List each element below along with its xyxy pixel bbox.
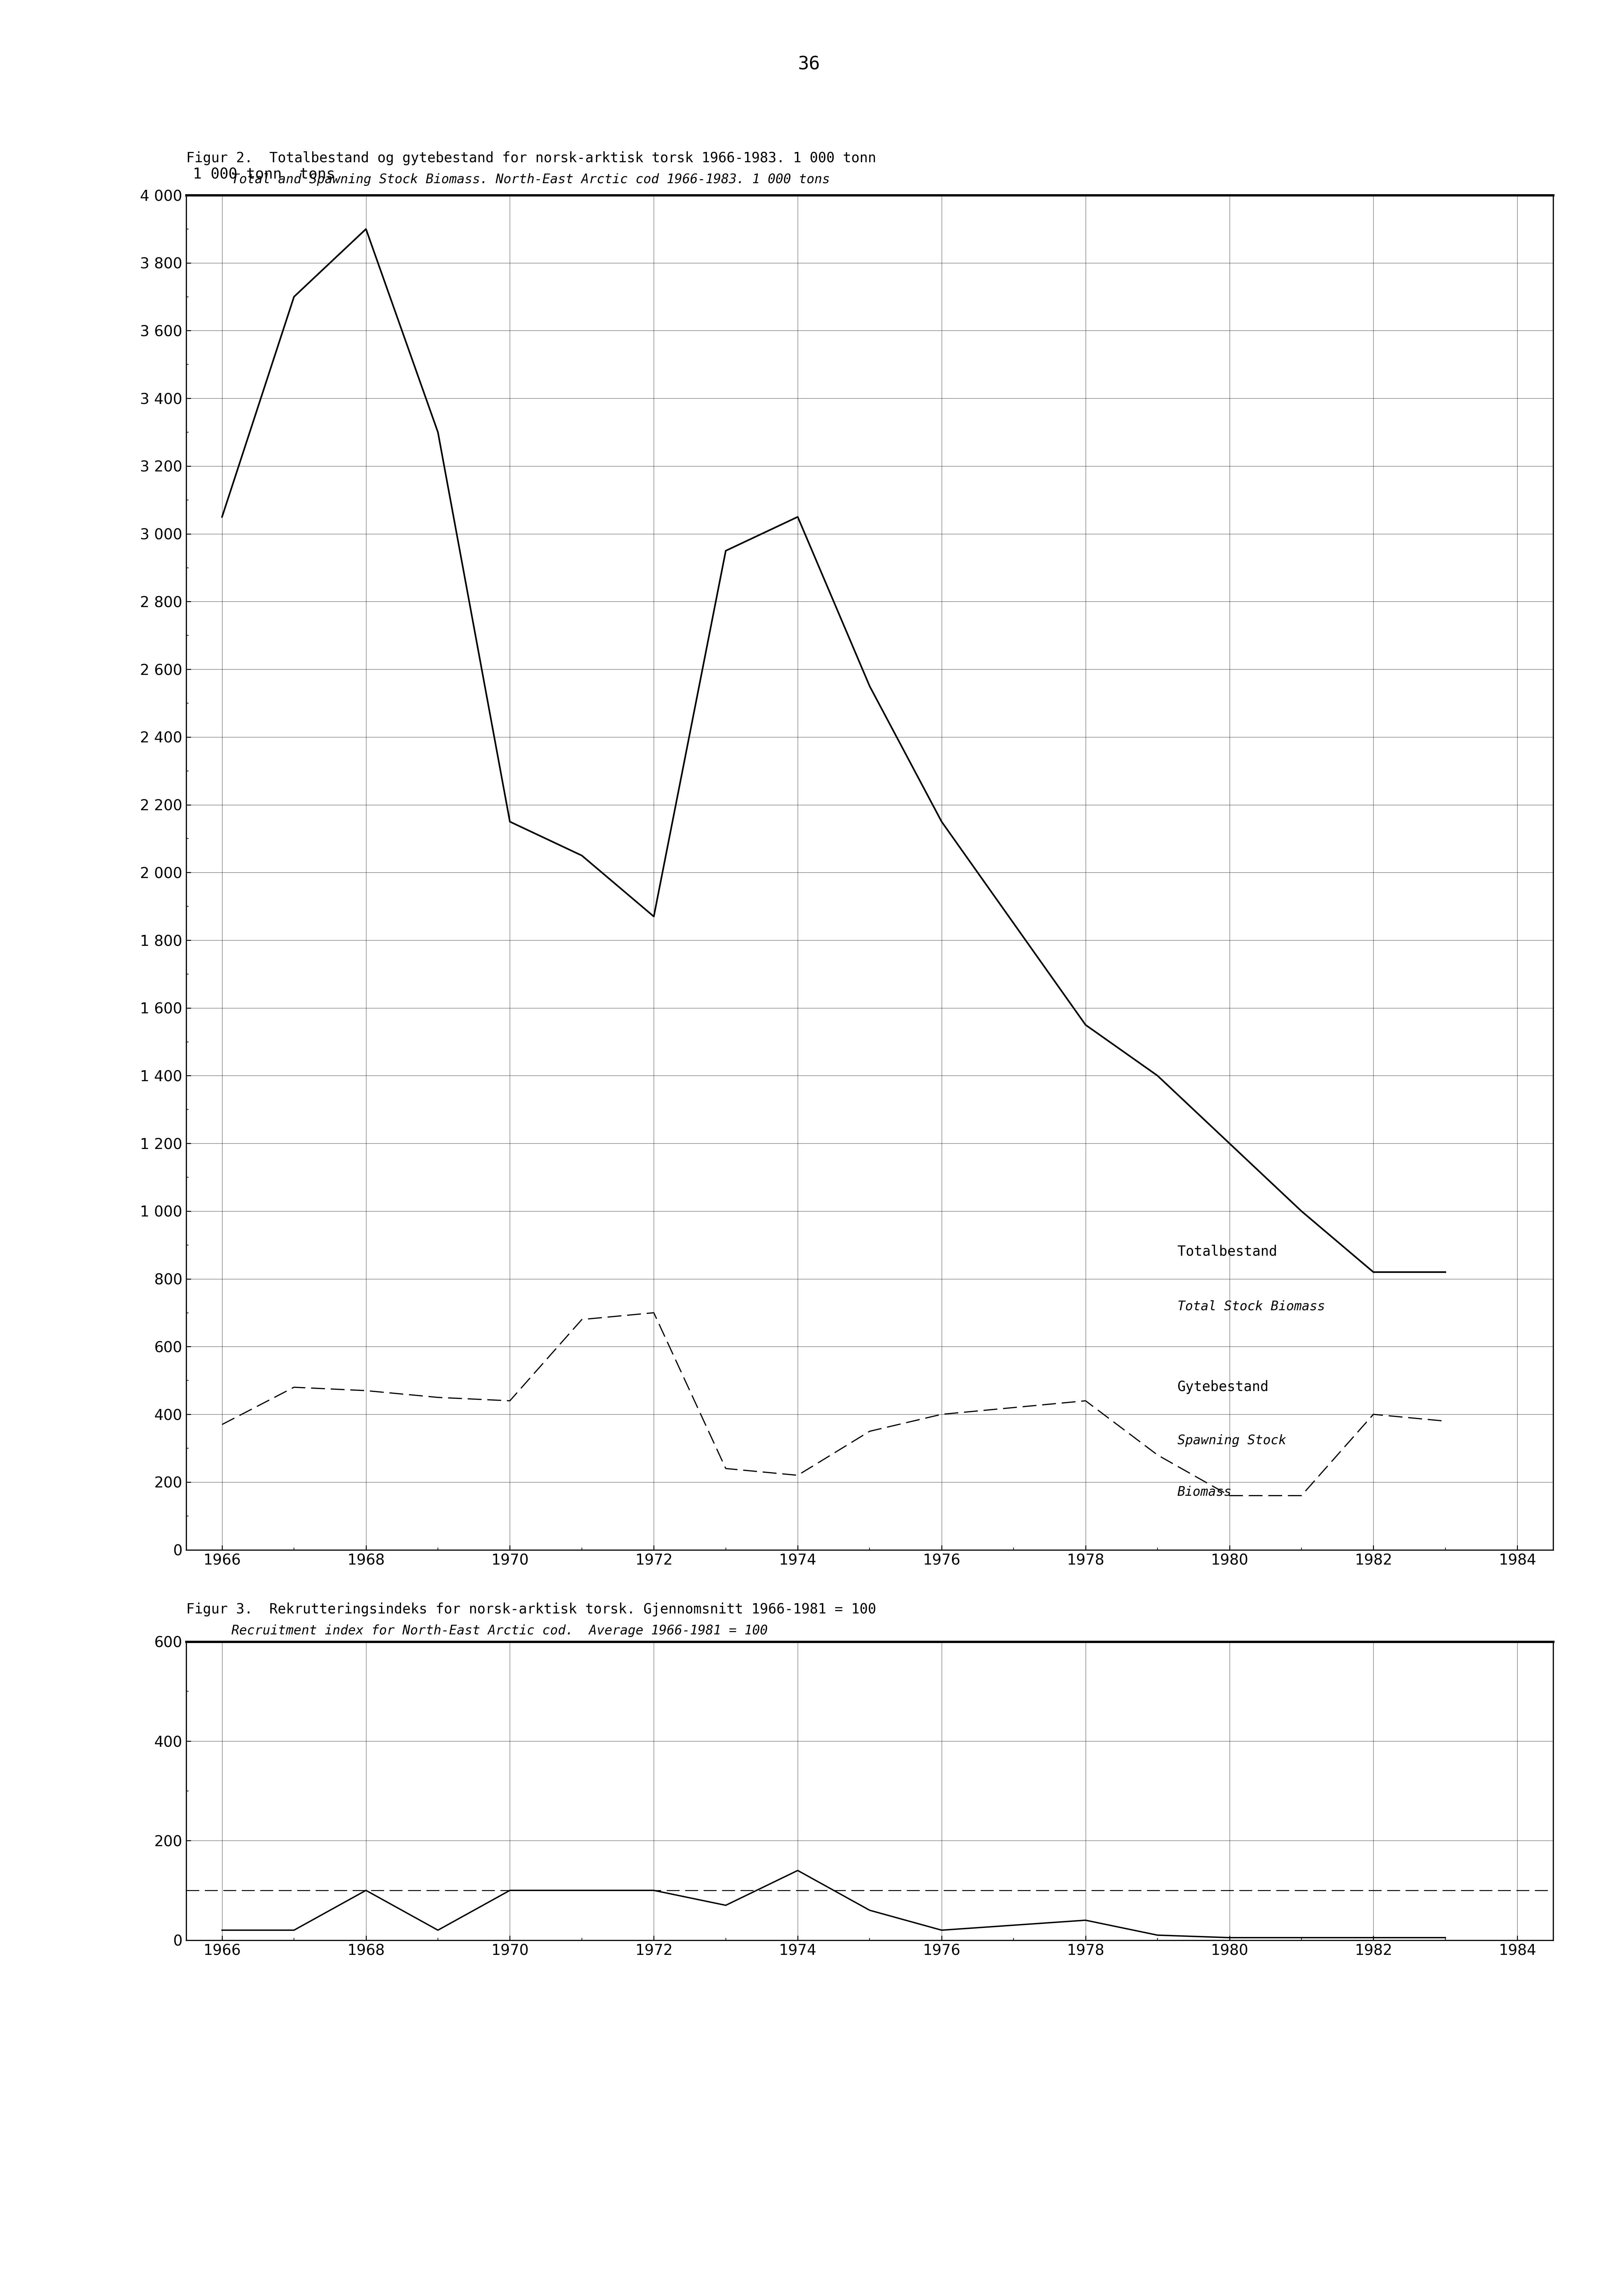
Text: 36: 36 [798,55,820,73]
Text: Total Stock Biomass: Total Stock Biomass [1178,1300,1325,1313]
Text: Spawning Stock: Spawning Stock [1178,1435,1286,1446]
Text: Figur 2.  Totalbestand og gytebestand for norsk-arktisk torsk 1966-1983. 1 000 t: Figur 2. Totalbestand og gytebestand for… [186,152,875,165]
Text: Total and Spawning Stock Biomass. North-East Arctic cod 1966-1983. 1 000 tons: Total and Spawning Stock Biomass. North-… [231,172,830,186]
Text: Gytebestand: Gytebestand [1178,1380,1269,1394]
Text: Recruitment index for North-East Arctic cod.  Average 1966-1981 = 100: Recruitment index for North-East Arctic … [231,1623,767,1637]
Text: Totalbestand: Totalbestand [1178,1244,1277,1258]
Text: Figur 3.  Rekrutteringsindeks for norsk-arktisk torsk. Gjennomsnitt 1966-1981 = : Figur 3. Rekrutteringsindeks for norsk-a… [186,1603,875,1616]
Text: Biomass: Biomass [1178,1486,1231,1499]
Text: 1 000 tonn  tons: 1 000 tonn tons [193,168,335,181]
